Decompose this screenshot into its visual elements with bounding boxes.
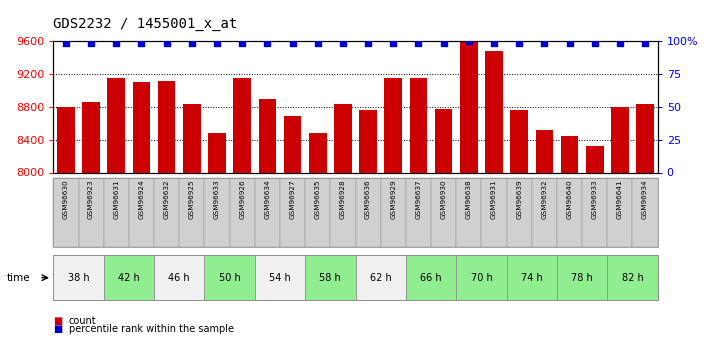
Point: [463, 39, 474, 44]
Text: GSM96640: GSM96640: [567, 179, 572, 219]
Bar: [82, 102, 100, 172]
Point: [111, 40, 122, 46]
Text: GSM96631: GSM96631: [113, 179, 119, 219]
Bar: [611, 107, 629, 172]
Bar: [561, 136, 578, 172]
Text: GSM96932: GSM96932: [541, 179, 547, 219]
Bar: [385, 78, 402, 172]
Text: ■: ■: [53, 325, 63, 334]
Text: GSM96928: GSM96928: [340, 179, 346, 219]
Point: [161, 40, 172, 46]
Bar: [183, 105, 201, 172]
Bar: [233, 78, 251, 172]
Text: GSM96633: GSM96633: [214, 179, 220, 219]
Text: 50 h: 50 h: [219, 273, 240, 283]
Text: GSM96923: GSM96923: [88, 179, 94, 219]
Point: [60, 40, 72, 46]
Text: GSM96925: GSM96925: [189, 179, 195, 219]
Bar: [410, 78, 427, 172]
Bar: [107, 78, 125, 172]
Point: [312, 40, 324, 46]
Point: [211, 40, 223, 46]
Text: time: time: [7, 273, 31, 283]
Bar: [510, 110, 528, 172]
Text: 70 h: 70 h: [471, 273, 492, 283]
Text: GSM96926: GSM96926: [239, 179, 245, 219]
Text: GSM96929: GSM96929: [390, 179, 396, 219]
Text: 54 h: 54 h: [269, 273, 291, 283]
Text: ■: ■: [53, 316, 63, 326]
Point: [564, 40, 575, 46]
Text: 46 h: 46 h: [169, 273, 190, 283]
Text: GSM96634: GSM96634: [264, 179, 270, 219]
Point: [287, 40, 298, 46]
Bar: [57, 107, 75, 172]
Text: GSM96635: GSM96635: [315, 179, 321, 219]
Bar: [133, 81, 150, 172]
Text: percentile rank within the sample: percentile rank within the sample: [69, 325, 234, 334]
Bar: [535, 130, 553, 172]
Text: 74 h: 74 h: [521, 273, 542, 283]
Text: 58 h: 58 h: [319, 273, 341, 283]
Text: GSM96630: GSM96630: [63, 179, 69, 219]
Text: GSM96931: GSM96931: [491, 179, 497, 219]
Bar: [435, 109, 452, 172]
Text: GSM96933: GSM96933: [592, 179, 598, 219]
Text: 66 h: 66 h: [420, 273, 442, 283]
Point: [589, 40, 600, 46]
Bar: [636, 105, 654, 172]
Point: [262, 40, 273, 46]
Point: [363, 40, 374, 46]
Text: 78 h: 78 h: [571, 273, 593, 283]
Point: [614, 40, 626, 46]
Bar: [208, 133, 226, 172]
Point: [387, 40, 399, 46]
Point: [488, 40, 500, 46]
Bar: [259, 99, 276, 172]
Text: 62 h: 62 h: [370, 273, 392, 283]
Text: 82 h: 82 h: [621, 273, 643, 283]
Bar: [334, 105, 352, 172]
Bar: [284, 116, 301, 172]
Point: [513, 40, 525, 46]
Bar: [309, 133, 326, 172]
Point: [438, 40, 449, 46]
Text: GSM96930: GSM96930: [441, 179, 447, 219]
Point: [639, 40, 651, 46]
Bar: [586, 146, 604, 172]
Text: GSM96638: GSM96638: [466, 179, 472, 219]
Text: GSM96927: GSM96927: [289, 179, 296, 219]
Text: GSM96924: GSM96924: [139, 179, 144, 219]
Text: GDS2232 / 1455001_x_at: GDS2232 / 1455001_x_at: [53, 17, 237, 31]
Text: 38 h: 38 h: [68, 273, 90, 283]
Text: GSM96636: GSM96636: [365, 179, 371, 219]
Text: GSM96639: GSM96639: [516, 179, 522, 219]
Text: GSM96637: GSM96637: [415, 179, 422, 219]
Bar: [158, 81, 176, 172]
Bar: [485, 51, 503, 172]
Bar: [359, 110, 377, 172]
Point: [136, 40, 147, 46]
Point: [237, 40, 248, 46]
Point: [413, 40, 424, 46]
Point: [337, 40, 348, 46]
Text: 42 h: 42 h: [118, 273, 140, 283]
Point: [85, 40, 97, 46]
Point: [186, 40, 198, 46]
Text: GSM96934: GSM96934: [642, 179, 648, 219]
Bar: [460, 41, 478, 172]
Point: [539, 40, 550, 46]
Text: GSM96632: GSM96632: [164, 179, 170, 219]
Text: count: count: [69, 316, 97, 326]
Text: GSM96641: GSM96641: [617, 179, 623, 219]
